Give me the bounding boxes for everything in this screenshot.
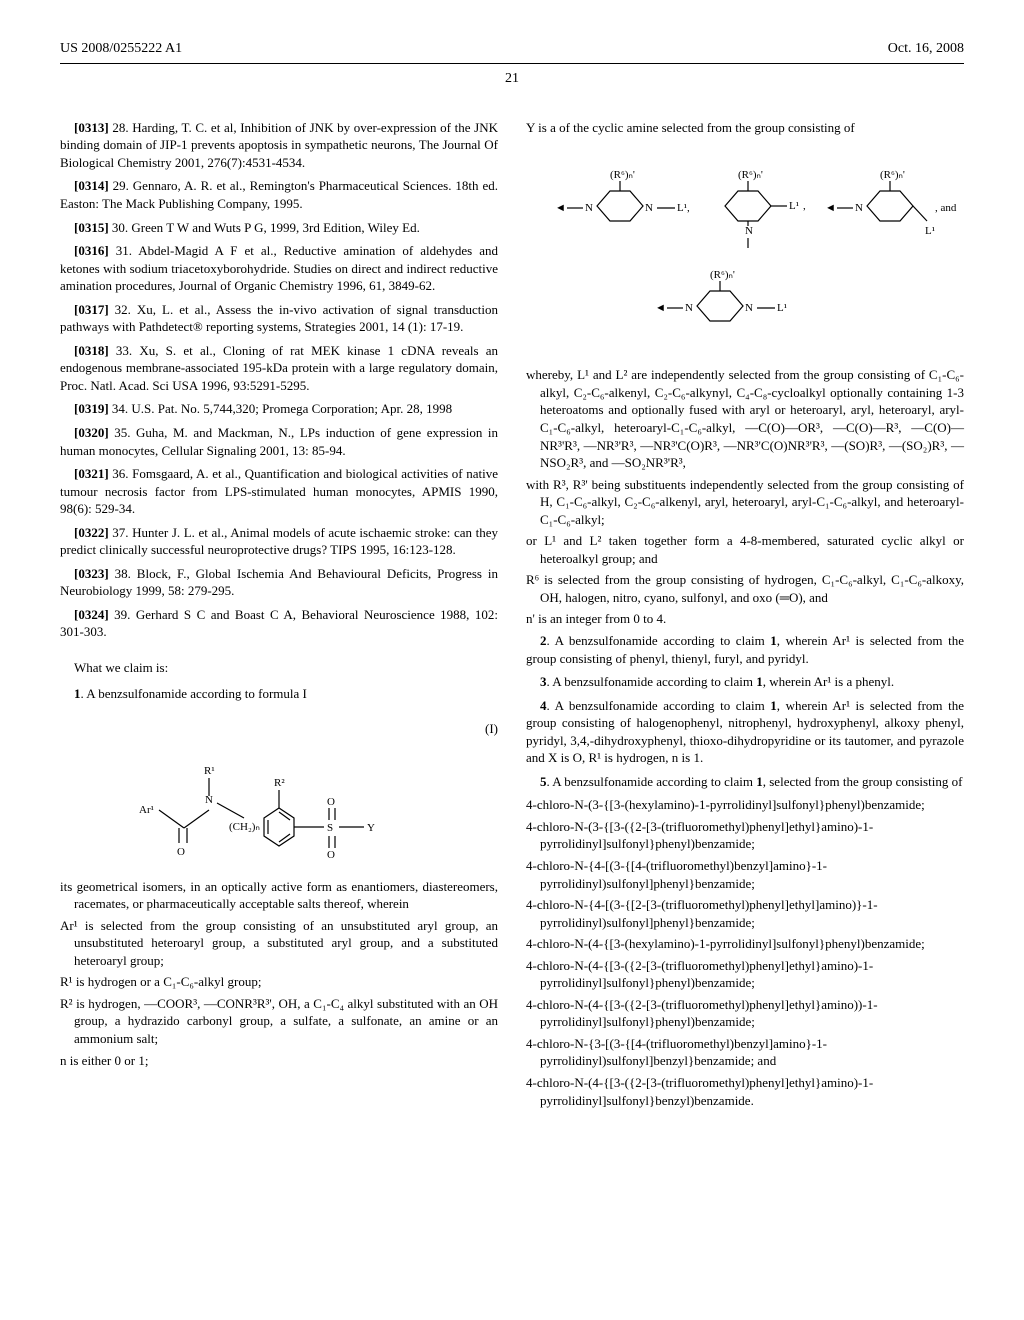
- svg-text:(R⁶)ₙ': (R⁶)ₙ': [710, 269, 735, 281]
- ref-0322: [0322] 37. Hunter J. L. et al., Animal m…: [60, 524, 498, 559]
- ref-0315: [0315] 30. Green T W and Wuts P G, 1999,…: [60, 219, 498, 237]
- ref-0320: [0320] 35. Guha, M. and Mackman, N., LPs…: [60, 424, 498, 459]
- ref-0321: [0321] 36. Fomsgaard, A. et al., Quantif…: [60, 465, 498, 518]
- publication-date: Oct. 16, 2008: [888, 40, 964, 59]
- ref-0314: [0314] 29. Gennaro, A. R. et al., Reming…: [60, 177, 498, 212]
- ref-0318: [0318] 33. Xu, S. et al., Cloning of rat…: [60, 342, 498, 395]
- patent-number: US 2008/0255222 A1: [60, 40, 182, 59]
- svg-text:L¹,: L¹,: [677, 202, 690, 214]
- svg-text:N: N: [745, 302, 753, 314]
- svg-text:O: O: [327, 796, 335, 808]
- svg-text:O: O: [327, 849, 335, 861]
- compound-7: 4-chloro-N-(4-{[3-({2-[3-(trifluoromethy…: [526, 996, 964, 1031]
- content-columns: [0313] 28. Harding, T. C. et al, Inhibit…: [60, 119, 964, 1113]
- svg-text:S: S: [327, 822, 333, 834]
- cyclic-amine-structures: ◄ N N L¹, (R⁶)ₙ' N (R⁶)ₙ': [526, 156, 964, 346]
- whereby-l1l2: whereby, L¹ and L² are independently sel…: [526, 366, 964, 471]
- left-column: [0313] 28. Harding, T. C. et al, Inhibit…: [60, 119, 498, 1113]
- whereby-nprime: n' is an integer from 0 to 4.: [526, 610, 964, 628]
- claim-5-lead: 5. A benzsulfonamide according to claim …: [526, 773, 964, 791]
- svg-text:L¹: L¹: [777, 302, 787, 314]
- compound-9: 4-chloro-N-(4-{[3-({2-[3-(trifluoromethy…: [526, 1074, 964, 1109]
- svg-text:N: N: [745, 225, 753, 237]
- ref-0319: [0319] 34. U.S. Pat. No. 5,744,320; Prom…: [60, 400, 498, 418]
- svg-text:N: N: [685, 302, 693, 314]
- compound-6: 4-chloro-N-(4-{[3-({2-[3-(trifluoromethy…: [526, 957, 964, 992]
- svg-text:,: ,: [803, 200, 806, 212]
- page-number: 21: [60, 70, 964, 89]
- claim-1-def-ar1: Ar¹ is selected from the group consistin…: [60, 917, 498, 970]
- compound-2: 4-chloro-N-(3-{[3-({2-[3-(trifluoromethy…: [526, 818, 964, 853]
- ref-0324: [0324] 39. Gerhard S C and Boast C A, Be…: [60, 606, 498, 641]
- claim-4: 4. A benzsulfonamide according to claim …: [526, 697, 964, 767]
- compound-4: 4-chloro-N-{4-[(3-{[2-[3-(trifluoromethy…: [526, 896, 964, 931]
- claims-intro: What we claim is:: [60, 659, 498, 677]
- whereby-r6: R⁶ is selected from the group consisting…: [526, 571, 964, 606]
- whereby-r3: with R³, R³' being substituents independ…: [526, 476, 964, 529]
- svg-text:(CH₂)ₙ: (CH₂)ₙ: [229, 821, 260, 833]
- svg-text:(R⁶)ₙ': (R⁶)ₙ': [880, 169, 905, 181]
- ref-0313: [0313] 28. Harding, T. C. et al, Inhibit…: [60, 119, 498, 172]
- svg-text:(R⁶)ₙ': (R⁶)ₙ': [610, 169, 635, 181]
- claim-2: 2. 2. A benzsulfonamide according to cla…: [526, 632, 964, 667]
- svg-text:, and: , and: [935, 202, 957, 214]
- ref-0323: [0323] 38. Block, F., Global Ischemia An…: [60, 565, 498, 600]
- formula-I-structure: Ar¹ O N R¹ (CH₂)ₙ R² S: [60, 758, 498, 858]
- svg-text:L¹: L¹: [789, 200, 799, 212]
- svg-text:R²: R²: [274, 777, 285, 789]
- compound-1: 4-chloro-N-(3-{[3-(hexylamino)-1-pyrroli…: [526, 796, 964, 814]
- y-intro: Y is a of the cyclic amine selected from…: [526, 119, 964, 137]
- right-column: Y is a of the cyclic amine selected from…: [526, 119, 964, 1113]
- svg-text:L¹: L¹: [925, 225, 935, 237]
- svg-text:O: O: [177, 846, 185, 858]
- svg-text:◄: ◄: [555, 202, 566, 214]
- svg-text:◄: ◄: [825, 202, 836, 214]
- page-header: US 2008/0255222 A1 Oct. 16, 2008: [60, 40, 964, 64]
- whereby-l1l2-ring: or L¹ and L² taken together form a 4-8-m…: [526, 532, 964, 567]
- svg-text:N: N: [645, 202, 653, 214]
- claim-1-def-r2: R² is hydrogen, —COOR³, —CONR³R³', OH, a…: [60, 995, 498, 1048]
- ref-0316: [0316] 31. Abdel-Magid A F et al., Reduc…: [60, 242, 498, 295]
- claim-1-body: its geometrical isomers, in an optically…: [60, 878, 498, 913]
- svg-text:N: N: [855, 202, 863, 214]
- svg-text:R¹: R¹: [204, 765, 215, 777]
- compound-3: 4-chloro-N-{4-[(3-{[4-(trifluoromethyl)b…: [526, 857, 964, 892]
- svg-text:Ar¹: Ar¹: [139, 804, 154, 816]
- compound-5: 4-chloro-N-(4-{[3-(hexylamino)-1-pyrroli…: [526, 935, 964, 953]
- svg-text:N: N: [585, 202, 593, 214]
- claim-1-def-n: n is either 0 or 1;: [60, 1052, 498, 1070]
- ref-0317: [0317] 32. Xu, L. et al., Assess the in-…: [60, 301, 498, 336]
- svg-text:◄: ◄: [655, 302, 666, 314]
- svg-text:Y: Y: [367, 822, 375, 834]
- formula-label: (I): [60, 720, 498, 738]
- compound-8: 4-chloro-N-{3-[(3-{[4-(trifluoromethyl)b…: [526, 1035, 964, 1070]
- claim-1-def-r1: R¹ is hydrogen or a C₁-C₆-alkyl group;: [60, 973, 498, 991]
- claim-1-lead: 1. 1. A benzsulfonamide according to for…: [60, 685, 498, 703]
- claim-3: 3. A benzsulfonamide according to claim …: [526, 673, 964, 691]
- svg-text:(R⁶)ₙ': (R⁶)ₙ': [738, 169, 763, 181]
